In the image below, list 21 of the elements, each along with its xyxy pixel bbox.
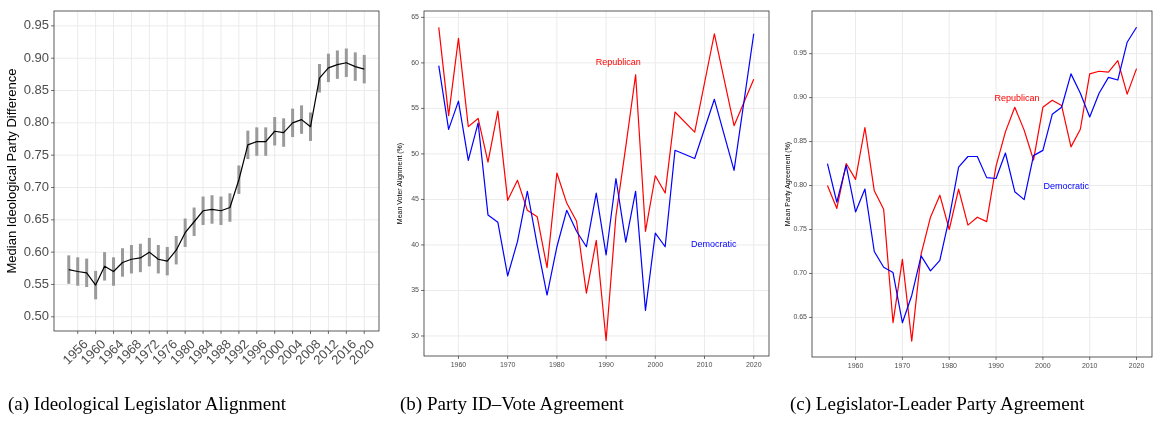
y-tick-label: 0.75 <box>23 146 49 162</box>
y-tick-label: 0.70 <box>23 178 49 194</box>
text: (b) Party ID–Vote Agreement <box>400 393 625 415</box>
line-series <box>68 62 365 286</box>
y-tick-label: 0.85 <box>23 81 49 97</box>
series-label: Republican <box>994 92 1040 103</box>
y-tick-label: 0.90 <box>23 49 49 65</box>
y-axis-title: Median Ideological Party Difference <box>4 68 19 274</box>
text: (c) Legislator-Leader Party Agreement <box>790 393 1086 415</box>
y-tick-label: 0.60 <box>23 243 49 259</box>
text: (a) Ideological Legislator Alignment <box>8 393 287 415</box>
y-tick-label: 0.95 <box>23 17 49 33</box>
line-series <box>826 60 1138 342</box>
y-tick-label: 0.80 <box>23 114 49 130</box>
line-series <box>826 26 1138 324</box>
y-tick-label: 0.65 <box>23 211 49 227</box>
series-label: Republican <box>595 57 641 68</box>
y-tick-label: 0.55 <box>23 275 49 291</box>
series-label: Democratic <box>1043 180 1090 191</box>
text: Democratic <box>691 239 738 250</box>
y-tick-label: 0.50 <box>23 308 49 324</box>
